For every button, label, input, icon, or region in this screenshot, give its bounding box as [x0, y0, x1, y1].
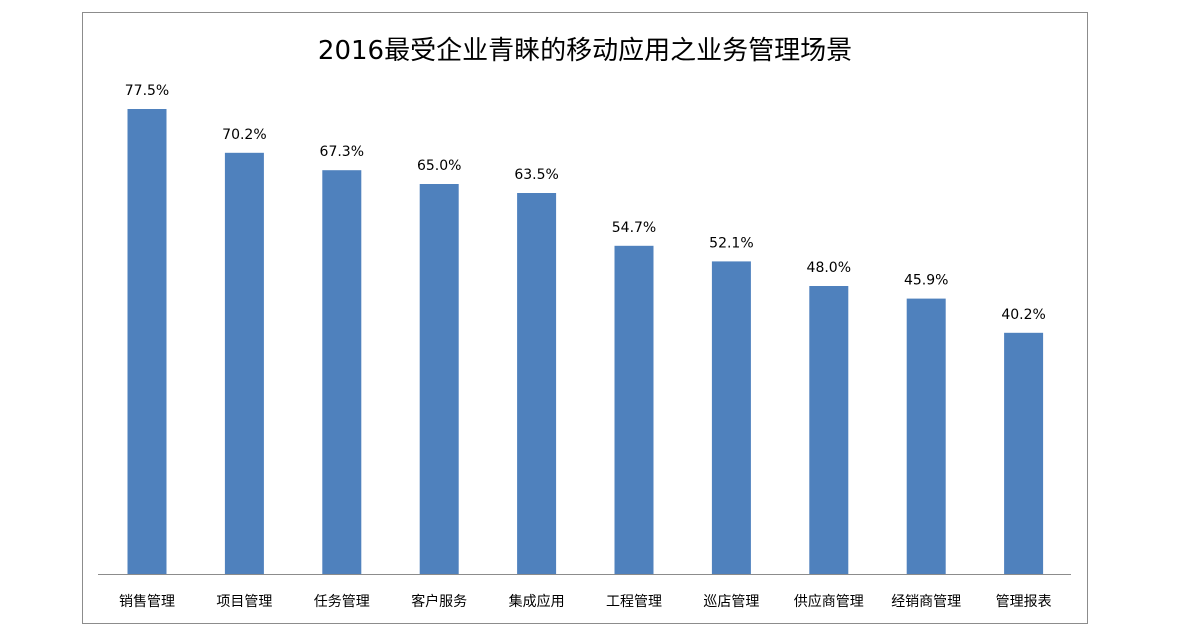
- bar-5: [614, 245, 654, 575]
- value-labels-group: 77.5% 70.2% 67.3% 65.0% 63.5% 54.7% 52.1% 48.0%…: [125, 83, 1046, 323]
- bar-7: [809, 286, 849, 574]
- category-label-1: 项目管理: [216, 594, 272, 610]
- data-label-2: 67.3%: [320, 144, 364, 160]
- bar-6: [711, 261, 751, 574]
- data-label-0: 77.5%: [125, 83, 169, 99]
- data-label-8: 45.9%: [904, 273, 948, 289]
- category-label-5: 工程管理: [606, 594, 662, 610]
- data-label-7: 48.0%: [807, 260, 851, 276]
- data-label-3: 65.0%: [417, 158, 461, 174]
- bar-8: [906, 298, 946, 574]
- category-label-4: 集成应用: [509, 593, 565, 610]
- bar-3: [419, 184, 459, 574]
- data-label-5: 54.7%: [612, 220, 656, 236]
- bar-2: [322, 170, 362, 574]
- data-label-1: 70.2%: [222, 127, 266, 143]
- data-label-4: 63.5%: [514, 167, 558, 183]
- category-label-7: 供应商管理: [794, 593, 864, 610]
- bars-group: [127, 109, 1044, 575]
- bar-9: [1004, 332, 1044, 574]
- data-label-9: 40.2%: [1001, 307, 1045, 323]
- category-label-2: 任务管理: [314, 594, 370, 610]
- category-label-6: 巡店管理: [703, 594, 759, 610]
- category-label-8: 经销商管理: [891, 594, 961, 610]
- chart-title: 2016最受企业青睐的移动应用之业务管理场景: [317, 36, 853, 66]
- category-label-9: 管理报表: [996, 594, 1052, 610]
- category-labels-group: 销售管理 项目管理 任务管理 客户服务 集成应用 工程管理 巡店管理 供应商管理 经销商管理 管理…: [119, 593, 1052, 610]
- category-label-3: 客户服务: [411, 593, 467, 610]
- bar-0: [127, 109, 167, 574]
- data-label-6: 52.1%: [709, 235, 753, 251]
- bar-1: [224, 152, 264, 575]
- category-label-0: 销售管理: [119, 594, 175, 610]
- bar-4: [517, 193, 557, 574]
